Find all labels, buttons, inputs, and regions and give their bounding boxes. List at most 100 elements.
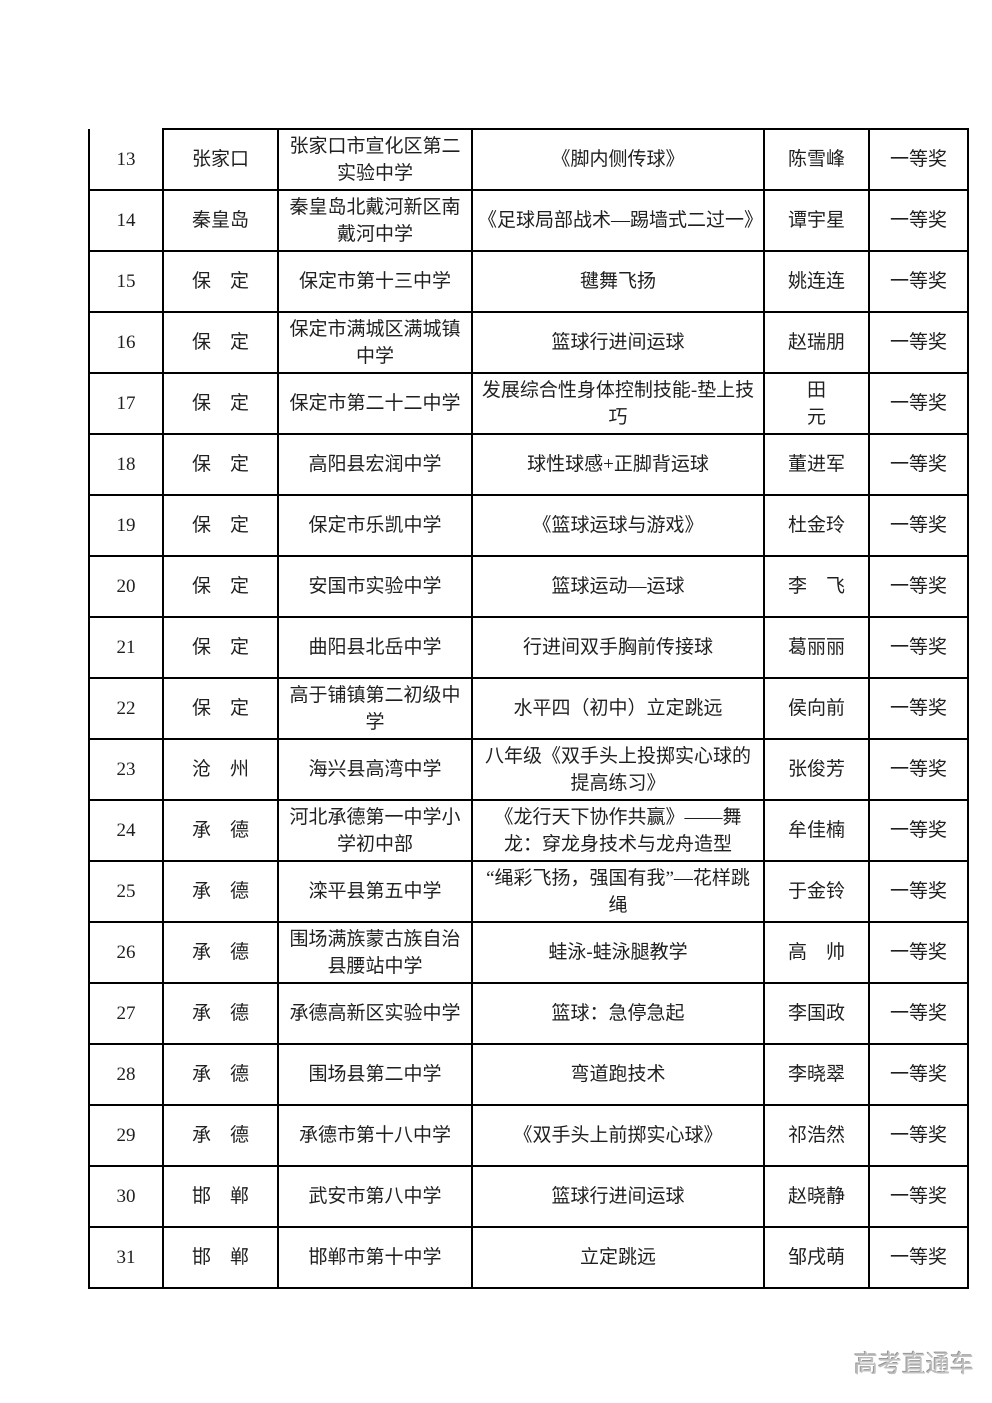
row-number-cell: 25 [88,860,164,923]
award-level-cell: 一等奖 [868,128,969,191]
award-level-cell: 一等奖 [868,982,969,1045]
teacher-name-cell: 邹戌萌 [763,1226,870,1289]
table-row: 31 邯 郸邯郸市第十中学 立定跳远 邹戌萌 一等奖 [88,1226,969,1289]
teacher-name-cell: 侯向前 [763,677,870,740]
school-cell: 张家口市宣化区第二实验中学 [277,128,473,191]
lesson-title-cell: 篮球：急停急起 [471,982,765,1045]
lesson-title-cell: 水平四（初中）立定跳远 [471,677,765,740]
row-number-cell: 26 [88,921,164,984]
lesson-title-cell: 立定跳远 [471,1226,765,1289]
school-cell: 保定市乐凯中学 [277,494,473,557]
teacher-name-cell: 高 帅 [763,921,870,984]
teacher-name-cell: 牟佳楠 [763,799,870,862]
table-row: 29 承 德承德市第十八中学 《双手头上前掷实心球》 祁浩然 一等奖 [88,1104,969,1167]
lesson-title-cell: 篮球行进间运球 [471,1165,765,1228]
lesson-title-cell: 《篮球运球与游戏》 [471,494,765,557]
row-number-cell: 30 [88,1165,164,1228]
award-level-cell: 一等奖 [868,1165,969,1228]
teacher-name-cell: 葛丽丽 [763,616,870,679]
city-cell: 保 定 [162,372,279,435]
lesson-title-cell: 毽舞飞扬 [471,250,765,313]
table-body: 13 张家口 张家口市宣化区第二实验中学 《脚内侧传球》 陈雪峰 一等奖 14 秦皇岛 秦皇岛北… [88,128,969,1289]
row-number-cell: 19 [88,494,164,557]
row-number-cell: 20 [88,555,164,618]
city-cell: 保 定 [162,616,279,679]
table-row: 23 沧 州海兴县高湾中学 八年级《双手头上投掷实心球的提高练习》 张俊芳 一等奖 [88,738,969,801]
school-cell: 安国市实验中学 [277,555,473,618]
city-cell: 保 定 [162,555,279,618]
lesson-title-cell: 八年级《双手头上投掷实心球的提高练习》 [471,738,765,801]
teacher-name-cell: 于金铃 [763,860,870,923]
row-number-cell: 24 [88,799,164,862]
teacher-name-cell: 李晓翠 [763,1043,870,1106]
table-row: 25 承 德滦平县第五中学 “绳彩飞扬，强国有我”—花样跳绳 于金铃 一等奖 [88,860,969,923]
table-row: 26 承 德围场满族蒙古族自治县腰站中学 蛙泳-蛙泳腿教学高 帅一等奖 [88,921,969,984]
award-level-cell: 一等奖 [868,555,969,618]
award-level-cell: 一等奖 [868,433,969,496]
teacher-name-cell: 李国政 [763,982,870,1045]
school-cell: 滦平县第五中学 [277,860,473,923]
row-number-cell: 22 [88,677,164,740]
school-cell: 保定市第十三中学 [277,250,473,313]
row-number-cell: 23 [88,738,164,801]
teacher-name-cell: 赵瑞朋 [763,311,870,374]
row-number-cell: 15 [88,250,164,313]
lesson-title-cell: “绳彩飞扬，强国有我”—花样跳绳 [471,860,765,923]
city-cell: 保 定 [162,250,279,313]
award-level-cell: 一等奖 [868,616,969,679]
teacher-name-cell: 李 飞 [763,555,870,618]
city-cell: 承 德 [162,1043,279,1106]
award-table: 13 张家口 张家口市宣化区第二实验中学 《脚内侧传球》 陈雪峰 一等奖 14 秦皇岛 秦皇岛北… [88,128,969,1289]
award-level-cell: 一等奖 [868,860,969,923]
row-number-cell: 29 [88,1104,164,1167]
city-cell: 承 德 [162,799,279,862]
lesson-title-cell: 蛙泳-蛙泳腿教学 [471,921,765,984]
teacher-name-cell: 张俊芳 [763,738,870,801]
award-level-cell: 一等奖 [868,738,969,801]
teacher-name-cell: 姚连连 [763,250,870,313]
city-cell: 承 德 [162,921,279,984]
teacher-name-cell: 陈雪峰 [763,128,870,191]
school-cell: 高阳县宏润中学 [277,433,473,496]
award-level-cell: 一等奖 [868,372,969,435]
city-cell: 承 德 [162,860,279,923]
lesson-title-cell: 《足球局部战术—踢墙式二过一》 [471,189,765,252]
table-row: 18 保 定高阳县宏润中学 球性球感+正脚背运球 董进军 一等奖 [88,433,969,496]
table-row: 21 保 定曲阳县北岳中学 行进间双手胸前传接球 葛丽丽 一等奖 [88,616,969,679]
lesson-title-cell: 发展综合性身体控制技能-垫上技巧 [471,372,765,435]
table-row: 22 保 定高于铺镇第二初级中学 水平四（初中）立定跳远 侯向前 一等奖 [88,677,969,740]
school-cell: 围场县第二中学 [277,1043,473,1106]
teacher-name-cell: 杜金玲 [763,494,870,557]
table-row: 16 保 定保定市满城区满城镇中学 篮球行进间运球 赵瑞朋 一等奖 [88,311,969,374]
row-number-cell: 28 [88,1043,164,1106]
row-number-cell: 31 [88,1226,164,1289]
teacher-name-cell: 谭宇星 [763,189,870,252]
award-level-cell: 一等奖 [868,799,969,862]
school-cell: 保定市第二十二中学 [277,372,473,435]
table-row: 28 承 德围场县第二中学 弯道跑技术 李晓翠 一等奖 [88,1043,969,1106]
teacher-name-cell: 田 元 [763,372,870,435]
city-cell: 承 德 [162,1104,279,1167]
table-row: 19 保 定保定市乐凯中学 《篮球运球与游戏》 杜金玲 一等奖 [88,494,969,557]
award-level-cell: 一等奖 [868,1043,969,1106]
school-cell: 武安市第八中学 [277,1165,473,1228]
lesson-title-cell: 《脚内侧传球》 [471,128,765,191]
row-number-cell: 13 [88,129,164,191]
award-level-cell: 一等奖 [868,1226,969,1289]
award-level-cell: 一等奖 [868,677,969,740]
lesson-title-cell: 《双手头上前掷实心球》 [471,1104,765,1167]
lesson-title-cell: 球性球感+正脚背运球 [471,433,765,496]
school-cell: 邯郸市第十中学 [277,1226,473,1289]
row-number-cell: 16 [88,311,164,374]
city-cell: 保 定 [162,311,279,374]
school-cell: 秦皇岛北戴河新区南戴河中学 [277,189,473,252]
award-level-cell: 一等奖 [868,189,969,252]
table-row: 20 保 定安国市实验中学 篮球运动—运球李 飞一等奖 [88,555,969,618]
city-cell: 保 定 [162,494,279,557]
city-cell: 承 德 [162,982,279,1045]
row-number-cell: 17 [88,372,164,435]
table-row: 17 保 定保定市第二十二中学 发展综合性身体控制技能-垫上技巧田 元一等奖 [88,372,969,435]
school-cell: 河北承德第一中学小学初中部 [277,799,473,862]
school-cell: 承德市第十八中学 [277,1104,473,1167]
city-cell: 沧 州 [162,738,279,801]
